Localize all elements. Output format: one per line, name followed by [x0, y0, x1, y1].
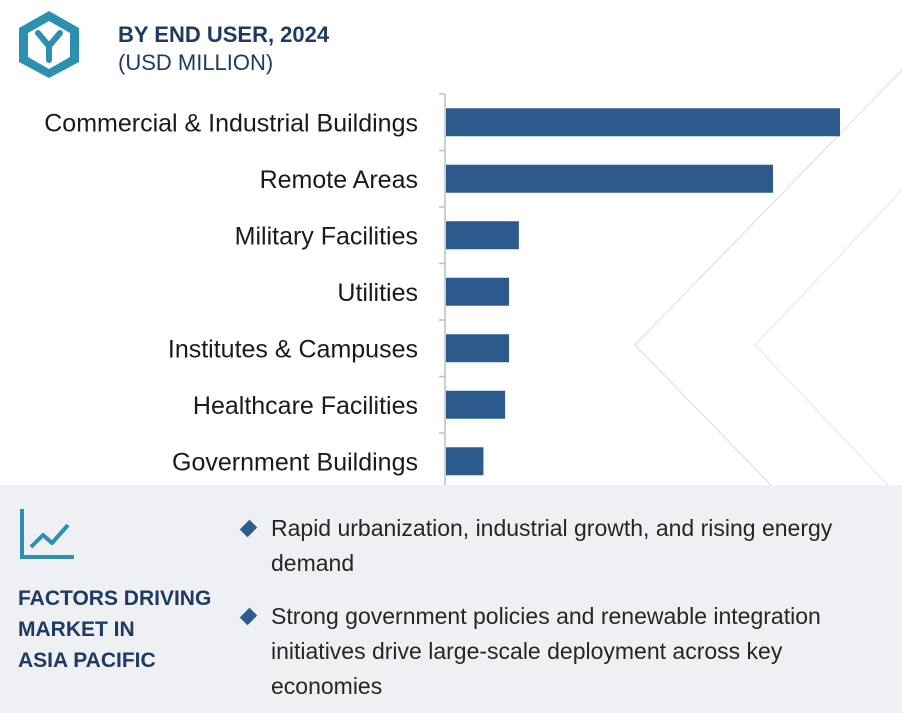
- factor-item: Rapid urbanization, industrial growth, a…: [238, 511, 878, 581]
- bar: [446, 108, 840, 137]
- trend-line-icon: [20, 509, 74, 559]
- logo-icon: [19, 11, 79, 78]
- bar: [446, 390, 506, 419]
- factors-heading-line: ASIA PACIFIC: [18, 649, 156, 672]
- category-label: Remote Areas: [260, 166, 418, 194]
- chart-subtitle: (USD MILLION): [118, 50, 274, 75]
- factors-heading-line: FACTORS DRIVING: [18, 587, 212, 610]
- category-label: Military Facilities: [235, 222, 418, 250]
- factors-heading: FACTORS DRIVING MARKET IN ASIA PACIFIC: [18, 583, 238, 676]
- category-label: Healthcare Facilities: [193, 392, 418, 420]
- factor-text: Rapid urbanization, industrial growth, a…: [271, 515, 833, 576]
- category-label: Government Buildings: [172, 448, 418, 476]
- factors-list: Rapid urbanization, industrial growth, a…: [238, 511, 878, 722]
- bar: [446, 277, 510, 306]
- factor-text: Strong government policies and renewable…: [271, 603, 821, 699]
- factors-heading-line: MARKET IN: [18, 618, 135, 641]
- bar: [446, 447, 484, 476]
- category-label: Institutes & Campuses: [168, 335, 418, 363]
- factor-item: Strong government policies and renewable…: [238, 599, 878, 704]
- diamond-bullet-icon: [239, 607, 258, 626]
- bar-chart: Commercial & Industrial Buildings Remote …: [44, 93, 840, 490]
- chart-title: BY END USER, 2024: [118, 22, 330, 47]
- bar: [446, 221, 519, 250]
- factors-panel: FACTORS DRIVING MARKET IN ASIA PACIFIC R…: [0, 485, 902, 713]
- category-label: Commercial & Industrial Buildings: [44, 109, 418, 137]
- bar: [446, 334, 510, 363]
- diamond-bullet-icon: [239, 519, 258, 538]
- category-label: Utilities: [337, 279, 418, 307]
- bar: [446, 164, 774, 193]
